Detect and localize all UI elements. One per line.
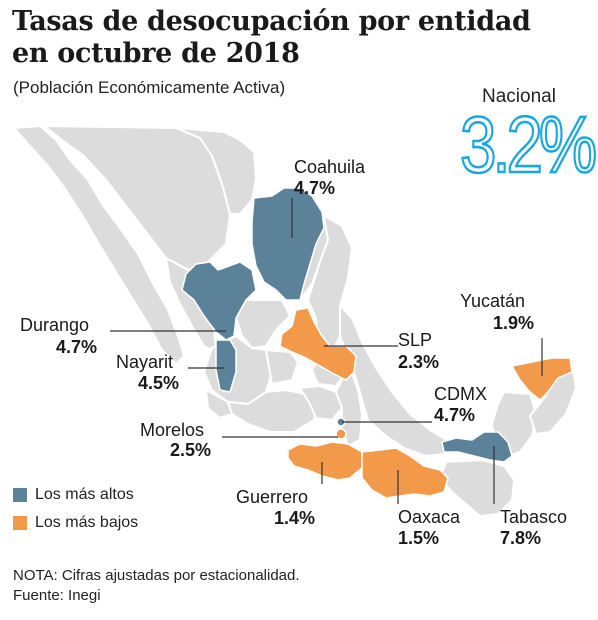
state-morelos xyxy=(335,428,347,440)
legend-high-swatch xyxy=(13,488,27,502)
region-chihuahua xyxy=(175,127,257,215)
state-oaxaca xyxy=(361,447,449,499)
label-nayarit: Nayarit xyxy=(116,352,174,372)
value-coahuila: 4.7% xyxy=(294,178,336,198)
value-cdmx: 4.7% xyxy=(434,405,476,425)
label-oaxaca: Oaxaca xyxy=(398,507,461,527)
region-colima xyxy=(205,389,233,419)
legend-high: Los más altos xyxy=(13,486,134,504)
legend-low-swatch xyxy=(13,516,27,530)
region-veracruz xyxy=(339,305,451,457)
state-yucatan xyxy=(511,357,573,401)
label-cdmx: CDMX xyxy=(434,384,487,404)
label-yucatan: Yucatán xyxy=(460,291,526,311)
value-nayarit: 4.5% xyxy=(138,373,180,393)
state-slp xyxy=(279,307,357,381)
value-durango: 4.7% xyxy=(56,337,98,357)
label-guerrero: Guerrero xyxy=(236,487,309,507)
state-tabasco xyxy=(441,431,513,463)
state-nayarit xyxy=(215,339,237,393)
value-guerrero: 1.4% xyxy=(274,508,316,528)
state-durango xyxy=(181,261,257,341)
label-durango: Durango xyxy=(20,315,90,335)
chart-title: Tasas de desocupación por entidad en oct… xyxy=(12,6,531,69)
region-guanajuato xyxy=(265,349,299,385)
region-estado-de-mexico xyxy=(299,385,343,421)
label-tabasco: Tabasco xyxy=(500,507,568,527)
note-text: NOTA: Cifras ajustadas por estacionalida… xyxy=(13,567,300,584)
value-slp: 2.3% xyxy=(398,352,440,372)
value-tabasco: 7.8% xyxy=(500,528,542,548)
label-slp: SLP xyxy=(398,330,433,350)
value-oaxaca: 1.5% xyxy=(398,528,440,548)
value-morelos: 2.5% xyxy=(170,440,212,460)
label-coahuila: Coahuila xyxy=(294,157,366,177)
state-coahuila xyxy=(251,187,325,301)
region-zacatecas xyxy=(235,299,291,349)
region-baja-california xyxy=(13,125,185,365)
chart-subtitle: (Población Económicamente Activa) xyxy=(13,78,286,97)
source-text: Fuente: Inegi xyxy=(13,587,101,604)
legend-low-label: Los más bajos xyxy=(35,514,139,531)
legend-low: Los más bajos xyxy=(13,514,138,532)
state-guerrero xyxy=(287,441,363,481)
national-label: Nacional xyxy=(482,86,556,107)
value-yucatan: 1.9% xyxy=(493,313,535,333)
label-morelos: Morelos xyxy=(140,420,205,440)
national-value: 3.2% xyxy=(459,99,598,191)
legend-high-label: Los más altos xyxy=(35,486,134,503)
region-chiapas xyxy=(439,459,515,517)
